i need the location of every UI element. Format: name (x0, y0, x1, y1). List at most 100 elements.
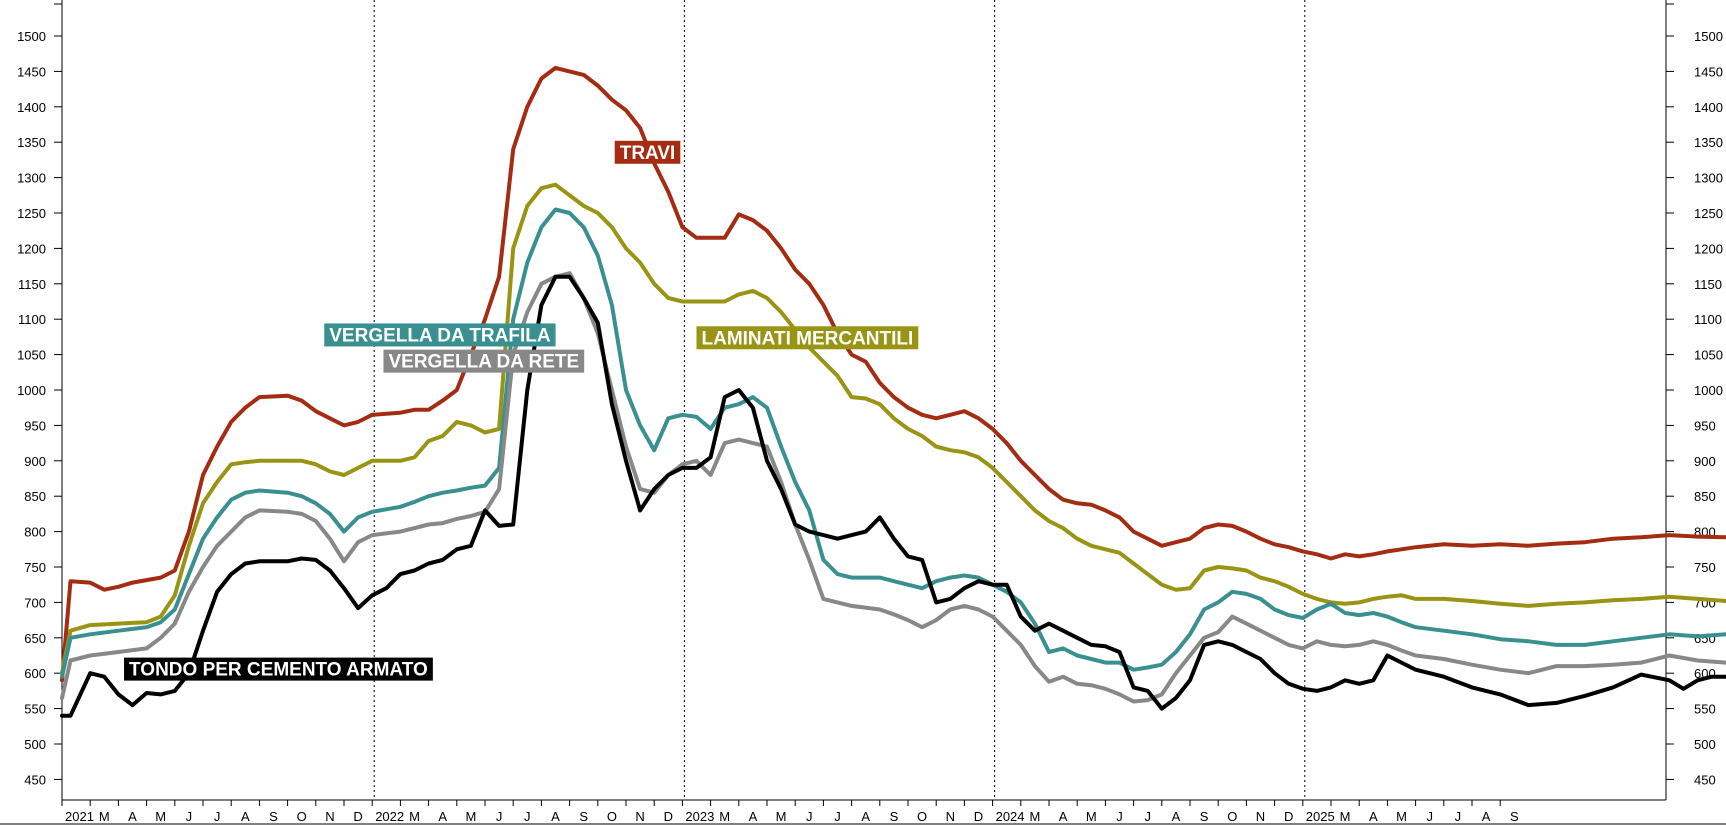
y-tick-label-left: 1450 (17, 64, 46, 79)
x-tick-label: A (861, 809, 870, 824)
series-labels: TRAVI LAMINATI MERCANTILI VERGELLA DA TRAF… (124, 140, 919, 681)
x-tick-label: J (1426, 809, 1433, 824)
y-tick-label-left: 700 (24, 595, 46, 610)
y-tick-label-right: 1100 (1694, 312, 1722, 327)
y-tick-label-right: 1000 (1694, 383, 1723, 398)
x-tick-label: N (635, 809, 644, 824)
y-tick-label-right: 500 (1694, 737, 1716, 752)
x-tick-label: A (551, 809, 560, 824)
y-tick-label-left: 1150 (18, 277, 46, 292)
y-tick-label-right: 1350 (1694, 135, 1723, 150)
x-tick-label: J (806, 809, 813, 824)
label-text: TRAVI (620, 143, 676, 164)
y-tick-label-left: 950 (24, 418, 46, 433)
label-background (383, 349, 585, 373)
series-line-vergella-da-trafila (60, 207, 1726, 679)
y-tick-label-left: 900 (24, 454, 46, 469)
x-tick-label: S (269, 809, 278, 824)
label-background (614, 140, 681, 164)
y-tick-label-right: 850 (1694, 489, 1716, 504)
x-tick-label: N (1256, 809, 1265, 824)
y-tick-label-left: 600 (24, 666, 46, 681)
x-tick-label: A (1059, 809, 1068, 824)
y-tick-label-left: 1050 (17, 348, 46, 363)
x-tick-label: D (353, 809, 362, 824)
x-tick-label: S (1510, 809, 1519, 824)
y-tick-label-left: 650 (24, 631, 46, 646)
x-tick-label: J (214, 809, 221, 824)
x-tick-label: O (917, 809, 927, 824)
x-tick-label: O (607, 809, 617, 824)
y-tick-label-left: 750 (24, 560, 46, 575)
label-background (124, 657, 433, 681)
x-tick-label: D (974, 809, 983, 824)
series-layer (60, 65, 1726, 718)
x-tick-label: O (1227, 809, 1237, 824)
series-line-vergella-da-rete (60, 271, 1726, 704)
x-tick-label: J (524, 809, 531, 824)
x-tick-label: J (1144, 809, 1151, 824)
y-tick-label-right: 1150 (1694, 277, 1722, 292)
y-tick-label-left: 450 (24, 772, 46, 787)
year-separators (373, 0, 1306, 800)
label-background (324, 323, 556, 347)
x-tick-label: 2024 (996, 809, 1025, 824)
x-tick-label: 2025 (1306, 809, 1335, 824)
x-tick-label: A (749, 809, 758, 824)
x-tick-label: 2022 (375, 809, 404, 824)
x-tick-label: S (579, 809, 588, 824)
x-tick-label: J (834, 809, 841, 824)
label-text: TONDO PER CEMENTO ARMATO (129, 660, 428, 681)
y-tick-label-left: 850 (24, 489, 46, 504)
x-tick-label: M (776, 809, 787, 824)
x-tick-label: O (297, 809, 307, 824)
label-vergella-da-rete: VERGELLA DA RETE (383, 349, 585, 373)
label-travi: TRAVI (614, 140, 681, 164)
x-tick-label: J (496, 809, 503, 824)
y-tick-label-left: 550 (24, 702, 46, 717)
x-tick-label: A (241, 809, 250, 824)
series-line-tondo-per-cemento-armato (60, 274, 1726, 718)
x-tick-label: S (890, 809, 899, 824)
x-tick-label: M (1396, 809, 1407, 824)
x-tick-label: J (1116, 809, 1123, 824)
y-tick-label-left: 500 (24, 737, 46, 752)
x-tick-label: M (155, 809, 166, 824)
label-vergella-da-trafila: VERGELLA DA TRAFILA (324, 323, 556, 347)
label-text: VERGELLA DA TRAFILA (329, 325, 551, 346)
y-tick-label-right: 1400 (1694, 100, 1723, 115)
x-tick-label: M (1086, 809, 1097, 824)
x-tick-label: M (1029, 809, 1040, 824)
x-tick-label: A (1369, 809, 1378, 824)
y-tick-label-right: 900 (1694, 454, 1716, 469)
x-tick-label: S (1200, 809, 1209, 824)
y-tick-label-left: 800 (24, 525, 46, 540)
x-tick-label: M (1340, 809, 1351, 824)
y-tick-label-right: 1250 (1694, 206, 1723, 221)
x-tick-label: A (1172, 809, 1181, 824)
y-tick-label-right: 1500 (1694, 29, 1723, 44)
y-tick-label-left: 1100 (18, 312, 46, 327)
y-tick-label-left: 1350 (17, 135, 46, 150)
y-tick-label-right: 950 (1694, 418, 1716, 433)
label-laminati-mercantili: LAMINATI MERCANTILI (696, 326, 919, 350)
y-tick-label-right: 750 (1694, 560, 1716, 575)
x-tick-label: D (664, 809, 673, 824)
x-tick-label: J (186, 809, 193, 824)
series-line-travi (60, 65, 1726, 683)
x-tick-label: M (719, 809, 730, 824)
y-tick-label-right: 450 (1694, 772, 1716, 787)
y-tick-label-right: 1050 (1694, 348, 1723, 363)
y-tick-label-right: 1300 (1694, 171, 1723, 186)
x-tick-label: A (128, 809, 137, 824)
label-tondo-per-cemento-armato: TONDO PER CEMENTO ARMATO (124, 657, 433, 681)
x-tick-label: M (465, 809, 476, 824)
x-tick-label: A (1482, 809, 1491, 824)
x-tick-label: N (325, 809, 334, 824)
y-tick-label-left: 1500 (17, 29, 46, 44)
series-line-laminati-mercantili (60, 182, 1726, 676)
x-tick-label: M (409, 809, 420, 824)
